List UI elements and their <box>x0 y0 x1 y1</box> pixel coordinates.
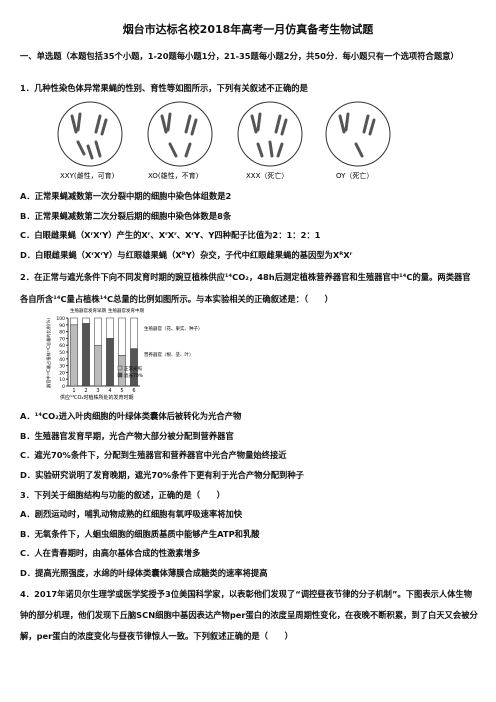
question-stem: 2．在正常与遮光条件下向不同发育时期的豌豆植株供应¹⁴CO₂，48h后测定植株营… <box>20 272 471 304</box>
y-tick-label: 70 <box>59 336 65 342</box>
y-tick-label: 30 <box>59 364 65 370</box>
bar-reproductive <box>130 317 138 349</box>
section-title: 一、单选题（本题包括35个小题，1-20题每小题1分，21-35题每小题2分，共… <box>20 51 459 61</box>
y-tick-label: 80 <box>59 330 65 336</box>
x-tick-label: 2 <box>84 388 87 394</box>
legend-label: 遮光70% <box>124 372 144 379</box>
legend-swatch <box>117 372 123 378</box>
question-stem: 3．下列关于细胞结构与功能的叙述，正确的是（ ） <box>20 490 225 500</box>
figure-label: OY（死亡） <box>336 171 373 180</box>
legend-swatch <box>117 365 123 371</box>
bar-reproductive <box>82 317 90 324</box>
y-axis-label: 器官中¹⁴C量占植株¹⁴C总量的比例(%) <box>45 318 52 388</box>
y-tick-label: 10 <box>59 377 65 383</box>
x-axis-label: 供应¹⁴CO₂时植株所处的发育时期 <box>60 394 133 401</box>
bar-reproductive <box>106 317 114 339</box>
figure-label: XO(雄性，不育) <box>148 171 199 180</box>
bar-vegetative <box>82 323 90 387</box>
option: C．人在青春期时，由高尔基体合成的性激素增多 <box>20 548 201 558</box>
y-tick-label: 20 <box>59 370 65 376</box>
x-tick-label: 3 <box>96 388 99 394</box>
question-stem: 4．2017年诺贝尔生理学或医学奖授予3位美国科学家，以表彰他们发现了“调控昼夜… <box>20 589 478 641</box>
option: A．¹⁴CO₂进入叶肉细胞的叶绿体类囊体后被转化为光合产物 <box>20 411 242 421</box>
y-tick-label: 60 <box>59 343 65 349</box>
stage-label: 生殖器官发育早期 <box>70 307 106 314</box>
figure-label: XXX（死亡） <box>246 171 288 180</box>
part-label: 生殖器官（花、果实、种子） <box>144 325 203 332</box>
question-stem: 1．几种性染色体异常果蝇的性别、育性等如图所示，下列有关叙述不正确的是 <box>20 83 308 93</box>
option: D．白眼雌果蝇（XʳXʳY）与红眼雄果蝇（XᴿY）杂交，子代中红眼雌果蝇的基因型… <box>20 250 353 260</box>
bar-reproductive <box>118 317 126 356</box>
title: 烟台市达标名校2018年高考一月仿真备考生物试题 <box>122 23 374 36</box>
option: D．提高光照强度，水绵的叶绿体类囊体薄膜合成糖类的速率将提高 <box>20 568 268 578</box>
option: B．正常果蝇减数第二次分裂后期的细胞中染色体数是8条 <box>20 211 232 221</box>
option: B．无氧条件下，人蛔虫细胞的细胞质基质中能够产生ATP和乳酸 <box>20 529 260 539</box>
figure-label: XXY(雌性，可育) <box>60 171 115 180</box>
bar-vegetative <box>106 338 114 387</box>
option: B．生殖器官发育早期，光合产物大部分被分配到营养器官 <box>20 431 234 441</box>
bar-vegetative <box>70 324 78 387</box>
x-tick-label: 6 <box>132 388 135 394</box>
bar-reproductive <box>94 317 102 346</box>
x-tick-label: 5 <box>120 388 123 394</box>
part-label: 营养器官（根、茎、叶） <box>144 351 194 358</box>
y-tick-label: 90 <box>59 323 65 329</box>
bar-reproductive <box>70 317 78 326</box>
y-tick-label: 40 <box>59 357 65 363</box>
x-tick-label: 1 <box>72 388 75 394</box>
figure-chromosomes: XXY(雌性，可育) XO(雄性，不育) XXX（死亡） OY（死亡） <box>57 101 391 180</box>
option: C．白眼雌果蝇（XʳXʳY）产生的Xʳ、XʳXʳ、XʳY、Y四种配子比值为2：1… <box>20 230 321 240</box>
option: D．实验研究说明了发育晚期，遮光70%条件下更有利于光合产物分配到种子 <box>20 470 304 480</box>
stage-label: 生殖器官发育中期 <box>108 307 144 314</box>
y-tick-label: 100 <box>56 316 65 322</box>
bar-vegetative <box>94 344 102 387</box>
y-tick-label: 50 <box>59 350 65 356</box>
x-tick-label: 4 <box>108 388 111 394</box>
legend-label: 正常光照 <box>124 365 142 372</box>
option: C．遮光70%条件下，分配到生殖器官和营养器官中光合产物量始终接近 <box>20 450 287 460</box>
y-tick-label: 0 <box>62 384 65 390</box>
option: A．正常果蝇减数第一次分裂中期的细胞中染色体组数是2 <box>20 191 232 201</box>
option: A．剧烈运动时，哺乳动物成熟的红细胞有氧呼吸速率将加快 <box>20 509 243 519</box>
